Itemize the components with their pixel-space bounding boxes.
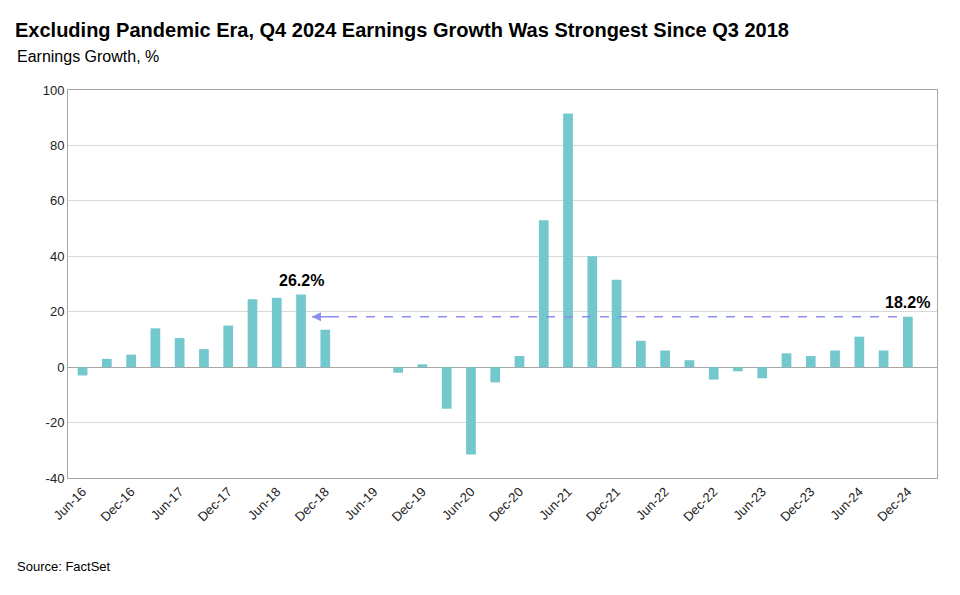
svg-text:60: 60 (50, 193, 64, 208)
svg-text:Earnings Growth, %: Earnings Growth, % (17, 48, 159, 65)
svg-text:Source: FactSet: Source: FactSet (17, 559, 111, 574)
svg-text:Dec-18: Dec-18 (292, 484, 332, 524)
svg-text:0: 0 (57, 360, 64, 375)
svg-text:80: 80 (50, 138, 64, 153)
svg-text:Jun-23: Jun-23 (730, 484, 769, 523)
svg-text:20: 20 (50, 304, 64, 319)
svg-text:Dec-19: Dec-19 (389, 484, 429, 524)
svg-text:18.2%: 18.2% (885, 294, 930, 311)
svg-text:Dec-23: Dec-23 (777, 484, 817, 524)
svg-text:Dec-24: Dec-24 (874, 484, 914, 524)
svg-text:Jun-22: Jun-22 (633, 484, 672, 523)
svg-text:Dec-22: Dec-22 (680, 484, 720, 524)
svg-text:Jun-18: Jun-18 (245, 484, 284, 523)
svg-text:Jun-21: Jun-21 (536, 484, 575, 523)
svg-text:-40: -40 (46, 471, 65, 486)
svg-text:-20: -20 (46, 415, 65, 430)
svg-text:Dec-20: Dec-20 (486, 484, 526, 524)
svg-text:Dec-16: Dec-16 (98, 484, 138, 524)
svg-text:100: 100 (43, 83, 65, 98)
svg-text:Jun-24: Jun-24 (827, 484, 866, 523)
svg-text:Jun-16: Jun-16 (51, 484, 90, 523)
svg-text:Jun-17: Jun-17 (148, 484, 187, 523)
svg-text:40: 40 (50, 249, 64, 264)
svg-text:Jun-19: Jun-19 (342, 484, 381, 523)
svg-text:Dec-21: Dec-21 (583, 484, 623, 524)
svg-text:Jun-20: Jun-20 (439, 484, 478, 523)
svg-text:Excluding Pandemic Era, Q4 202: Excluding Pandemic Era, Q4 2024 Earnings… (15, 19, 789, 41)
svg-text:Dec-17: Dec-17 (195, 484, 235, 524)
svg-text:26.2%: 26.2% (279, 272, 324, 289)
